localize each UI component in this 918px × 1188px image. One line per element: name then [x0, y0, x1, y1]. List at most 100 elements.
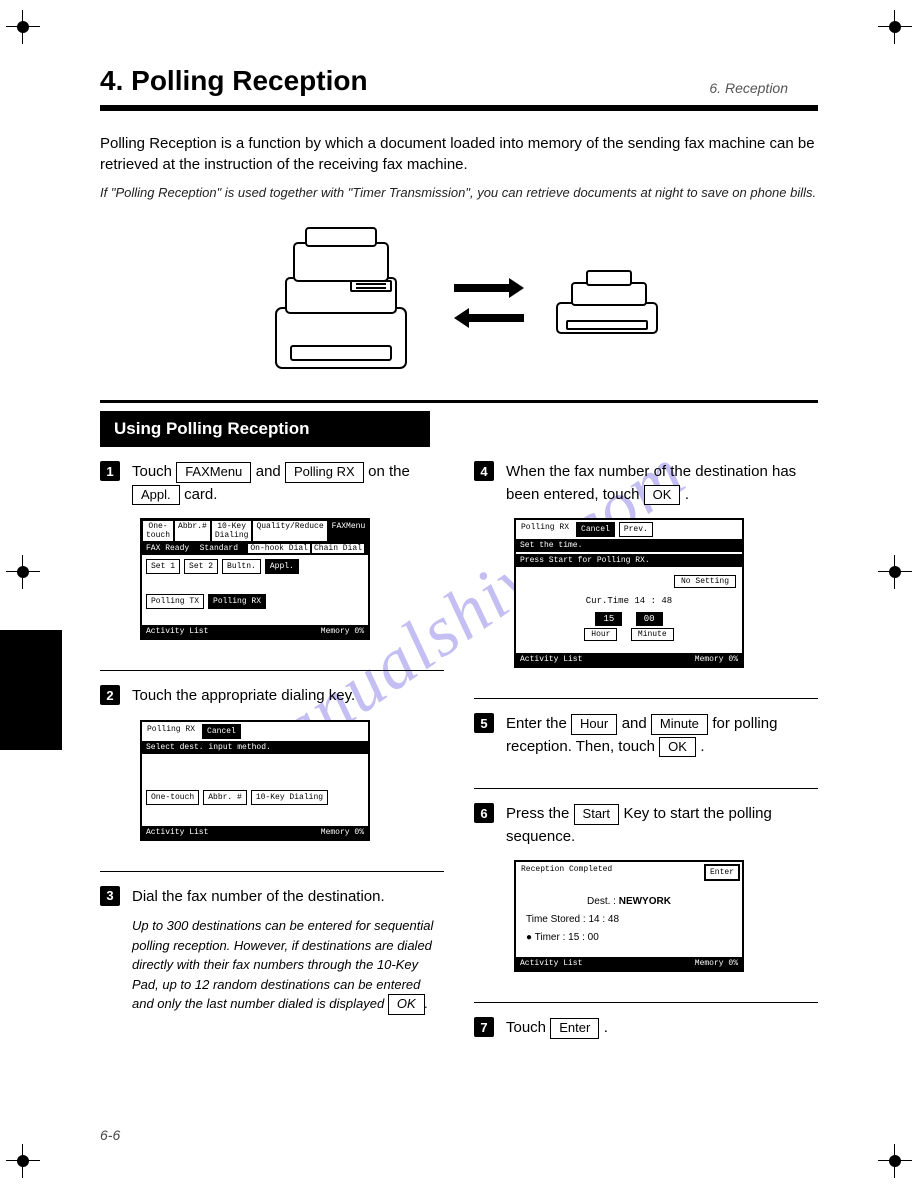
- key-ok: OK: [388, 994, 425, 1015]
- step-text: .: [685, 486, 689, 503]
- divider: [474, 788, 818, 789]
- step-text: on the: [368, 463, 410, 480]
- time-stored-label: Time Stored :: [526, 914, 586, 925]
- status: Activity List: [146, 828, 208, 837]
- key-appl: Appl.: [132, 485, 180, 506]
- chapter-mark: 6. Reception: [709, 80, 788, 96]
- right-column: 4 When the fax number of the destination…: [474, 461, 818, 1070]
- minute-label: Minute: [631, 628, 674, 641]
- cancel-btn: Cancel: [202, 724, 241, 739]
- step-2: 2 Touch the appropriate dialing key. Pol…: [100, 685, 444, 841]
- message: Press Start for Polling RX.: [516, 554, 742, 567]
- rule: [100, 400, 818, 403]
- step-7: 7 Touch Enter .: [474, 1017, 818, 1040]
- divider: [474, 1002, 818, 1003]
- note: Up to 300 destinations can be entered fo…: [132, 916, 444, 1015]
- lcd-screen-3: Polling RX Cancel Prev. Set the time. Pr…: [514, 518, 744, 668]
- crop-mark: [6, 1144, 40, 1178]
- step-3: 3 Dial the fax number of the destination…: [100, 886, 444, 1015]
- btn-selected: Polling RX: [208, 594, 266, 609]
- step-number: 5: [474, 713, 494, 733]
- message: Select dest. input method.: [142, 741, 368, 754]
- section-title-text: Polling Reception: [131, 65, 367, 96]
- tab: One-touch: [142, 520, 174, 542]
- subsection-heading: Using Polling Reception: [100, 411, 430, 447]
- btn: One-touch: [146, 790, 199, 805]
- footer: 6-6: [100, 1127, 818, 1143]
- curtime-value: 14 : 48: [634, 596, 672, 606]
- btn: Set 1: [146, 559, 180, 574]
- title: Polling RX: [518, 522, 572, 537]
- printer-large-icon: [256, 218, 426, 388]
- divider: [474, 698, 818, 699]
- step-number: 1: [100, 461, 120, 481]
- key-hour: Hour: [571, 714, 617, 735]
- status: Memory 0%: [321, 828, 364, 837]
- section-number: 4.: [100, 65, 123, 96]
- left-column: 1 Touch FAXMenu and Polling RX on the Ap…: [100, 461, 444, 1070]
- divider: [100, 871, 444, 872]
- title: Polling RX: [144, 724, 198, 739]
- step-6: 6 Press the Start Key to start the polli…: [474, 803, 818, 972]
- tab-selected: FAXMenu: [328, 520, 370, 542]
- btn: Bultn.: [222, 559, 261, 574]
- crop-mark: [6, 10, 40, 44]
- btn: On-hook Dial: [248, 544, 310, 553]
- crop-mark: [878, 10, 912, 44]
- timer-value: 15 : 00: [568, 932, 599, 943]
- curtime-label: Cur.Time: [586, 596, 629, 606]
- timer-label: Timer :: [535, 932, 566, 943]
- key-enter: Enter: [550, 1018, 599, 1039]
- illustration: [100, 218, 818, 388]
- minute-value: 00: [636, 612, 663, 626]
- btn: Chain Dial: [312, 544, 364, 553]
- key-minute: Minute: [651, 714, 708, 735]
- status: Activity List: [520, 959, 582, 968]
- step-number: 2: [100, 685, 120, 705]
- key-polling-rx: Polling RX: [285, 462, 364, 483]
- hour-value: 15: [595, 612, 622, 626]
- page-number: 6-6: [100, 1127, 120, 1143]
- crop-mark: [6, 555, 40, 589]
- crop-mark: [878, 1144, 912, 1178]
- rule: [100, 105, 818, 111]
- status: Activity List: [146, 627, 208, 636]
- sidebar-tab: [0, 630, 62, 750]
- lcd-screen-1: One-touch Abbr.# 10-Key Dialing Quality/…: [140, 518, 370, 640]
- lcd-screen-4: Reception Completed Enter Dest. : NEWYOR…: [514, 860, 744, 972]
- btn: Abbr. #: [203, 790, 247, 805]
- prev-btn: Prev.: [619, 522, 653, 537]
- printer-small-icon: [552, 263, 662, 343]
- step-number: 4: [474, 461, 494, 481]
- cancel-btn: Cancel: [576, 522, 615, 537]
- status: Standard: [200, 544, 238, 553]
- btn: 10-Key Dialing: [251, 790, 328, 805]
- tab: Abbr.#: [174, 520, 211, 542]
- status: Memory 0%: [695, 959, 738, 968]
- lcd-screen-2: Polling RX Cancel Select dest. input met…: [140, 720, 370, 841]
- step-number: 6: [474, 803, 494, 823]
- status: Memory 0%: [695, 655, 738, 664]
- dest-value: NEWYORK: [619, 896, 671, 907]
- crop-mark: [878, 555, 912, 589]
- tab: 10-Key Dialing: [211, 520, 253, 542]
- exchange-arrows-icon: [454, 278, 524, 328]
- step-text: card.: [184, 486, 217, 503]
- key-faxmenu: FAXMenu: [176, 462, 251, 483]
- intro-text: Polling Reception is a function by which…: [100, 133, 818, 175]
- time-stored-value: 14 : 48: [588, 914, 619, 925]
- step-text: Press the: [506, 805, 574, 822]
- step-text: Touch: [132, 463, 176, 480]
- step-4: 4 When the fax number of the destination…: [474, 461, 818, 668]
- key-ok: OK: [659, 737, 696, 758]
- page: 6. Reception 4. Polling Reception Pollin…: [100, 50, 818, 1138]
- step-1: 1 Touch FAXMenu and Polling RX on the Ap…: [100, 461, 444, 640]
- step-text: .: [700, 738, 704, 755]
- no-setting-btn: No Setting: [674, 575, 736, 588]
- tab: Quality/Reduce: [252, 520, 327, 542]
- status: Memory 0%: [321, 627, 364, 636]
- step-text: Dial the fax number of the destination.: [132, 888, 385, 905]
- step-text: and: [622, 715, 651, 732]
- hour-label: Hour: [584, 628, 617, 641]
- step-text: Touch: [506, 1019, 550, 1036]
